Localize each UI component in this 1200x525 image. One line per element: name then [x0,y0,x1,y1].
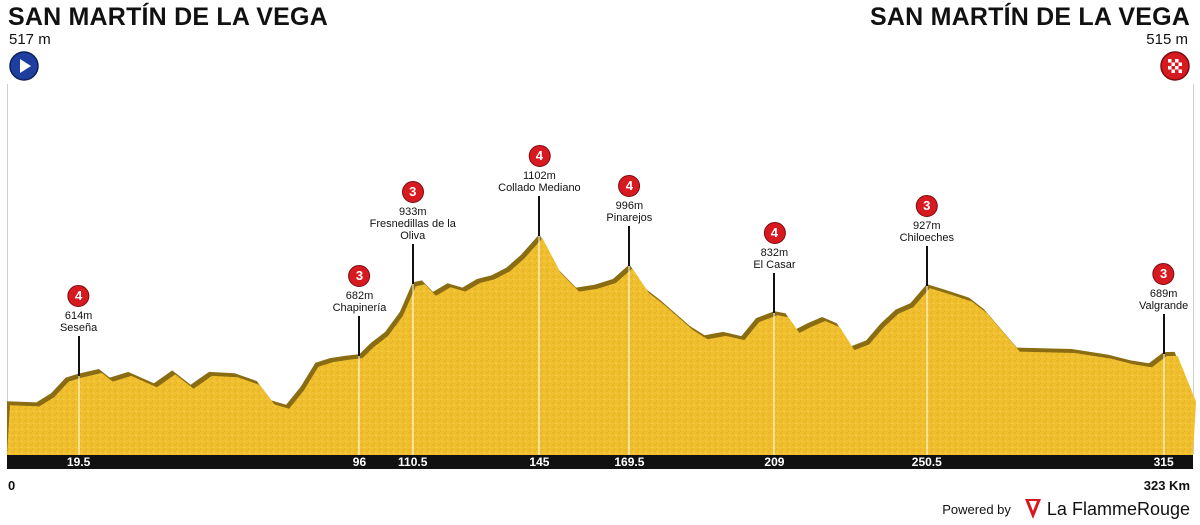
climb-stem [538,196,541,237]
terrain-area [7,238,1196,455]
km-marker-label: 209 [764,455,785,469]
km-marker-label: 250.5 [911,455,942,469]
climb-altitude: 1102m [522,170,556,183]
category-badge: 3 [915,195,938,218]
climb-label: 3 933m Fresnedillas de la Oliva [363,181,463,242]
finish-town: SAN MARTÍN DE LA VEGA [870,3,1190,31]
climb-altitude: 614m [64,309,93,322]
category-badge: 3 [1152,263,1175,286]
category-badge: 4 [528,145,551,168]
climb-name: Chapinería [332,302,387,315]
category-badge: 4 [618,175,641,198]
climb-guide-line [412,284,414,455]
start-town: SAN MARTÍN DE LA VEGA [8,3,328,31]
climb-label: 3 682m Chapinería [332,265,387,315]
category-badge: 4 [67,284,90,307]
climb-name: Collado Mediano [498,182,581,195]
powered-by-label: Powered by [942,501,1011,517]
climb-stem [628,226,631,267]
km-marker-label: 169.5 [614,455,645,469]
climb-guide-line [78,375,80,455]
climb-guide-line [358,356,360,455]
frame-left-line [7,84,8,454]
climb-guide-line [538,236,540,455]
climb-stem [773,273,776,314]
climb-altitude: 682m [345,290,374,303]
km-marker-label: 315 [1153,455,1174,469]
climb-label: 3 689m Valgrande [1139,263,1188,312]
climb-stem [925,246,928,287]
climb-name: Chiloeches [899,232,954,245]
climb-stem [411,244,414,285]
climb-label: 4 1102m Collado Mediano [498,145,581,194]
climb-name: Valgrande [1138,300,1189,313]
climb-altitude: 689m [1149,288,1178,301]
climb-guide-line [628,266,630,455]
climb-name: Fresnedillas de la Oliva [369,218,456,243]
climb-name: Pinarejos [606,212,653,225]
climb-guide-line [1163,354,1165,455]
climb-guide-line [773,313,775,455]
climb-label: 4 832m El Casar [753,222,796,272]
km-marker-label: 145 [529,455,550,469]
climb-name: El Casar [753,259,796,272]
frame-right-line [1193,84,1194,454]
km-marker-label: 110.5 [398,455,428,469]
climb-label: 3 927m Chiloeches [900,195,954,244]
climb-altitude: 832m [760,247,789,260]
category-badge: 3 [401,181,424,204]
km-axis-bar [7,455,1193,469]
axis-start-label: 0 [8,478,16,493]
powered-by: Powered by La FlammeRouge [942,497,1190,521]
climb-label: 4 996m Pinarejos [606,175,652,224]
climb-stem [1162,314,1165,355]
climb-label: 4 614m Seseña [59,284,98,334]
category-badge: 3 [348,265,371,288]
km-marker-label: 96 [352,455,367,469]
play-icon [9,51,39,81]
km-marker-label: 19.5 [66,455,91,469]
axis-end-label: 323 Km [1143,478,1190,493]
climb-stem [358,316,361,357]
climb-altitude: 927m [913,220,941,233]
climb-stem [77,335,80,376]
climb-altitude: 996m [615,200,644,213]
category-badge: 4 [763,222,786,245]
start-altitude: 517 m [9,31,51,48]
flamme-rouge-icon [1024,499,1041,519]
climb-name: Seseña [59,321,98,334]
finish-altitude: 515 m [1146,31,1188,48]
climb-guide-line [926,286,928,455]
checkered-flag-icon [1160,51,1190,81]
climb-altitude: 933m [398,206,427,219]
brand-name: La FlammeRouge [1046,498,1190,519]
